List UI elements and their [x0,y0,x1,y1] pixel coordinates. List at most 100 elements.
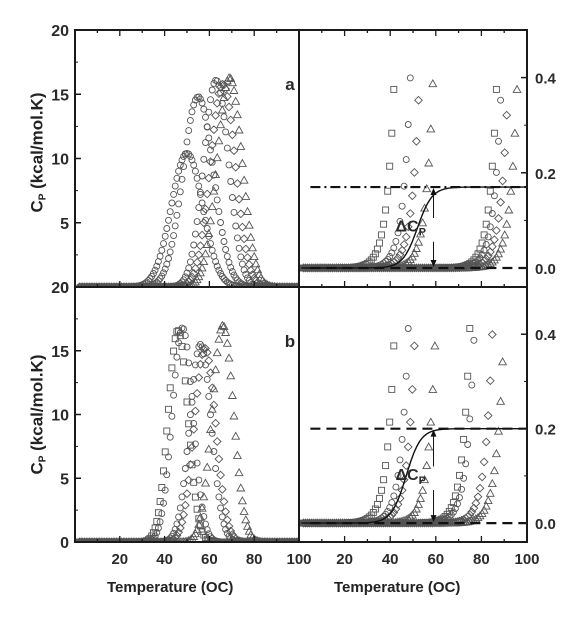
data-point-b-right-s2 [409,341,419,351]
data-point-a-right-s0 [382,206,390,214]
data-point-b-left-s3 [226,526,236,536]
data-point-b-left-s4 [211,364,221,374]
data-point-a-left-s4 [199,256,209,266]
data-point-a-left-s3 [216,82,226,92]
data-point-a-right-s0 [378,231,385,239]
data-point-a-left-s4 [221,82,231,91]
data-point-b-right-s7 [481,501,491,510]
data-point-a-right-s6 [481,254,491,264]
data-point-b-left-s2 [181,465,189,472]
data-point-a-left-s3 [201,204,210,214]
data-point-a-left-s0 [146,275,154,283]
y-tick-label-b-left: 10 [51,408,69,425]
data-point-b-left-s0 [160,467,167,475]
data-point-a-left-s0 [228,281,236,287]
data-point-a-left-s1 [180,163,188,171]
data-point-b-right-s5 [468,381,476,389]
y-tick-label-a-left: 0 [60,280,69,297]
data-point-a-left-s2 [205,108,213,116]
data-point-b-left-s4 [190,528,200,538]
data-point-a-left-s1 [188,108,196,116]
data-point-a-right-s7 [512,84,522,93]
data-point-b-left-s0 [154,509,162,517]
data-point-a-left-s1 [198,99,206,107]
data-point-b-left-s1 [196,491,204,499]
x-tick-label-b-right: 80 [473,551,490,568]
data-point-a-right-s3 [413,237,424,246]
data-point-a-left-s2 [222,128,230,136]
data-point-b-left-s2 [208,429,216,437]
y-tick-label-b-right: 0.2 [535,422,556,439]
data-point-a-left-s1 [178,175,186,183]
data-point-a-left-s0 [171,182,179,190]
data-point-b-right-s4 [462,408,470,416]
data-point-a-left-s3 [190,263,200,273]
data-point-b-left-s1 [163,471,171,479]
data-point-a-right-s1 [390,244,398,252]
data-point-a-left-s1 [227,263,235,271]
data-point-b-right-s3 [413,499,424,508]
data-point-a-left-s3 [229,146,239,156]
data-point-b-right-s1 [400,408,408,416]
data-point-a-left-s2 [195,204,203,212]
data-point-b-left-s1 [212,537,220,542]
data-point-a-right-s0 [386,162,394,170]
data-point-a-right-s7 [479,261,489,270]
data-point-b-right-s3 [415,493,426,502]
y-tick-label-b-left: 15 [51,344,69,361]
data-point-b-left-s4 [204,444,214,453]
data-point-a-right-s6 [498,176,508,186]
data-point-b-right-s3 [407,510,417,519]
data-point-a-right-s0 [376,239,383,247]
data-point-a-left-s2 [227,178,235,185]
data-point-a-left-s2 [190,241,198,249]
data-point-a-left-s1 [223,252,231,260]
data-point-b-right-s4 [454,483,461,491]
data-point-b-left-s2 [218,513,226,521]
data-point-a-left-s1 [176,188,184,196]
data-point-b-left-s3 [177,517,187,527]
data-point-b-left-s3 [212,437,222,446]
data-point-b-right-s7 [498,357,508,366]
data-point-a-left-s0 [149,270,157,277]
data-point-b-left-s0 [156,498,164,505]
delta-arrowhead-down [430,259,437,267]
data-point-b-left-s4 [209,384,219,393]
data-point-a-left-s0 [166,208,174,216]
data-point-a-left-s4 [195,268,205,277]
data-point-a-left-s1 [160,269,167,277]
data-point-a-right-s4 [490,129,498,137]
data-point-a-right-s7 [498,238,508,247]
data-point-b-left-s4 [229,411,239,420]
data-point-b-left-s0 [183,398,191,406]
data-point-a-left-s2 [188,250,196,258]
data-point-a-right-s7 [493,249,504,258]
data-point-b-left-s2 [185,429,193,437]
data-point-a-left-s1 [190,101,198,109]
data-point-a-right-s5 [486,223,494,231]
data-point-b-right-s3 [424,442,434,451]
y-tick-label-a-left: 5 [60,216,69,233]
data-point-a-left-s2 [238,260,246,268]
x-axis-label-right: Temperature (OC) [334,579,461,596]
data-point-a-left-s1 [217,219,225,226]
data-point-a-left-s2 [228,194,236,201]
data-point-b-left-s3 [216,470,226,480]
data-point-b-right-s7 [485,488,495,497]
data-point-a-right-s6 [483,251,493,261]
data-point-a-left-s2 [186,258,194,266]
data-point-b-left-s4 [207,404,217,413]
data-point-a-right-s0 [371,250,379,258]
data-point-a-left-s0 [208,246,216,254]
data-point-b-left-s2 [178,493,186,501]
data-point-a-right-s4 [492,85,500,93]
data-point-b-right-s0 [373,500,381,508]
data-point-a-right-s5 [495,137,502,145]
data-point-b-left-s3 [201,344,210,353]
data-point-b-left-s3 [192,388,202,398]
data-point-a-left-s1 [232,274,240,282]
data-point-a-left-s4 [188,279,196,287]
data-point-a-left-s1 [200,105,208,113]
data-point-b-right-s4 [449,499,457,507]
data-point-a-right-s5 [497,96,505,104]
